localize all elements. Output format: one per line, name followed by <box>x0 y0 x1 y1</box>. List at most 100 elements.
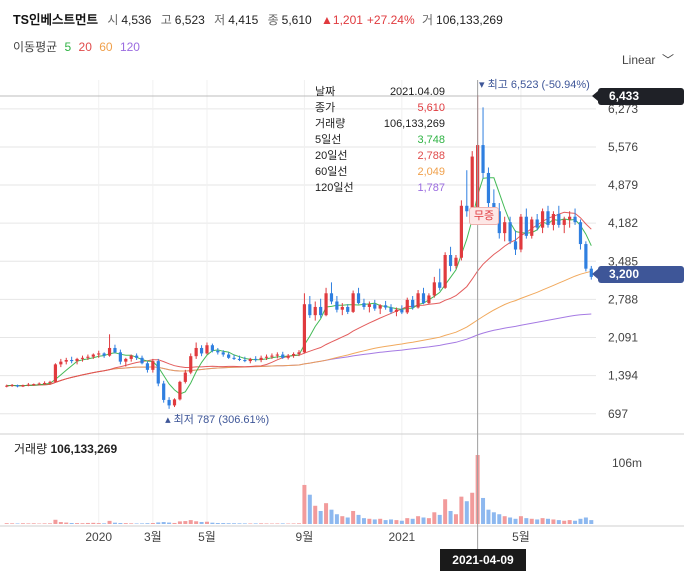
low-label: 저 <box>214 13 226 27</box>
candle-body <box>32 384 36 386</box>
tooltip-value: 2,049 <box>417 166 445 178</box>
stock-header: TS인베스트먼트 시 4,536 고 6,523 저 4,415 종 5,610 ▲1,… <box>13 9 509 27</box>
candle-body <box>140 357 144 364</box>
candle-body <box>86 356 90 358</box>
volume-bar <box>259 523 264 524</box>
ma-legend-60[interactable]: 60 <box>99 40 113 54</box>
tooltip-label: 20일선 <box>315 150 348 162</box>
tooltip-row: 120일선 1,787 <box>315 180 445 196</box>
tooltip-value: 1,787 <box>417 182 445 194</box>
candle-body <box>319 306 323 316</box>
candle-body <box>162 383 166 400</box>
volume-bar <box>459 496 464 524</box>
event-marker-badge: 무증 <box>469 207 499 225</box>
candle-body <box>546 211 550 225</box>
open-price: 4,536 <box>121 13 152 27</box>
volume-panel-label: 거래량 106,133,269 <box>14 440 117 457</box>
volume-bar <box>172 522 177 524</box>
volume-bar <box>556 520 561 524</box>
volume-bar <box>421 517 426 524</box>
volume-bar <box>464 501 469 524</box>
candle-body <box>459 205 463 258</box>
volume-bar <box>448 510 453 524</box>
candle-body <box>259 357 263 360</box>
volume-bar <box>96 523 101 524</box>
candle-body <box>427 295 431 304</box>
volume-bar <box>513 518 518 524</box>
y-tick-label: 2,788 <box>608 292 638 306</box>
scale-dropdown[interactable]: Linear ﹀ <box>622 51 674 68</box>
candle-body <box>42 382 47 384</box>
x-tick-label: 9월 <box>296 530 314 544</box>
candle-body <box>216 350 220 353</box>
candle-body <box>183 372 187 382</box>
candle-body <box>97 353 101 355</box>
ma-legend-20[interactable]: 20 <box>78 40 92 54</box>
volume-bar <box>361 518 366 524</box>
current-price-badge: 3,200 <box>598 266 684 283</box>
tooltip-row: 60일선 2,049 <box>315 164 445 180</box>
volume-bar <box>367 518 372 524</box>
candle-body <box>129 355 133 359</box>
candle-body <box>308 304 312 316</box>
candle-body <box>340 306 344 310</box>
candle-body <box>118 352 122 362</box>
candle-body <box>470 156 474 212</box>
candle-body <box>21 385 25 387</box>
candle-body <box>302 304 307 353</box>
tooltip-value: 106,133,269 <box>383 118 445 130</box>
volume-bar <box>378 518 383 524</box>
volume-bar <box>535 519 540 524</box>
volume-bar <box>188 520 193 524</box>
volume-bar <box>221 523 226 524</box>
volume-value: 106,133,269 <box>436 13 503 27</box>
volume-bar <box>291 523 296 524</box>
y-tick-label: 4,182 <box>608 216 638 230</box>
volume-bar <box>416 516 421 524</box>
volume-bar <box>345 517 350 524</box>
candle-body <box>562 219 566 225</box>
candle-body <box>264 356 269 358</box>
volume-bar <box>502 516 507 524</box>
volume-bar <box>48 523 53 524</box>
tooltip-row: 종가 5,610 <box>315 100 445 116</box>
ma-legend-5[interactable]: 5 <box>64 40 72 54</box>
volume-bar <box>443 499 448 524</box>
volume-bar <box>313 505 318 524</box>
candle-body <box>378 305 382 309</box>
candle-body <box>210 345 214 351</box>
candle-body <box>584 244 588 269</box>
volume-bar <box>194 521 199 524</box>
volume-bar <box>237 523 242 524</box>
low-price: 4,415 <box>228 13 259 27</box>
volume-bar <box>58 522 63 524</box>
tooltip-label: 거래량 <box>315 118 346 130</box>
volume-panel-title: 거래량 <box>14 442 48 456</box>
tooltip-value: 5,610 <box>417 102 445 114</box>
ma-legend-120[interactable]: 120 <box>119 40 140 54</box>
current-badge-arrow <box>592 269 598 279</box>
candle-body <box>15 385 20 387</box>
volume-bar <box>183 521 188 524</box>
volume-bar <box>497 514 502 524</box>
candle-body <box>324 293 328 316</box>
candle-body <box>346 306 350 312</box>
volume-bar <box>399 520 404 524</box>
candle-body <box>291 353 296 356</box>
candle-body <box>503 222 507 234</box>
crosshair-date-badge: 2021-04-09 <box>440 549 526 571</box>
volume-bar <box>394 520 399 524</box>
candle-body <box>421 293 426 304</box>
volume-bar <box>389 519 394 524</box>
volume-bar <box>405 518 410 524</box>
volume-bar <box>129 523 134 524</box>
volume-bar <box>583 517 588 524</box>
candle-body <box>37 383 41 385</box>
candle-body <box>59 361 63 365</box>
candle-body <box>438 282 442 288</box>
x-tick-label: 5월 <box>198 530 216 544</box>
volume-bar <box>15 523 20 524</box>
close-label: 종 <box>267 13 279 27</box>
volume-bar <box>578 518 583 524</box>
